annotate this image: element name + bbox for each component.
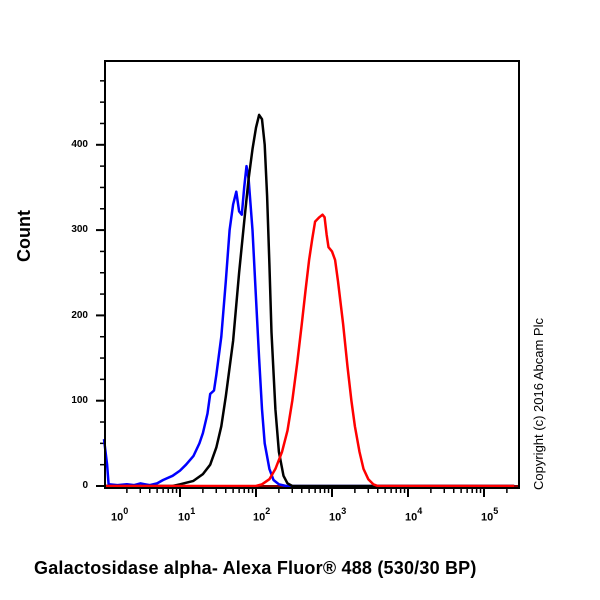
y-tick-label-100: 100 xyxy=(71,395,88,406)
y-tick-label-0: 0 xyxy=(82,480,88,491)
x-tick-exponent: 2 xyxy=(265,506,271,516)
blue-histogram-curve xyxy=(102,164,515,488)
x-tick-base: 10 xyxy=(111,511,124,524)
x-tick-base: 10 xyxy=(178,511,191,524)
histogram-curves xyxy=(102,113,519,488)
y-tick-label-300: 300 xyxy=(71,224,88,235)
x-tick-label-1e3: 103 xyxy=(329,506,347,524)
black-histogram-curve xyxy=(104,113,515,488)
x-tick-exponent: 4 xyxy=(417,506,423,516)
x-tick-label-1e2: 102 xyxy=(253,506,271,524)
x-tick-exponent: 5 xyxy=(493,506,499,516)
y-axis-label: Count xyxy=(14,210,34,262)
y-tick-label-400: 400 xyxy=(71,139,88,150)
red-histogram-curve xyxy=(104,213,515,488)
x-tick-base: 10 xyxy=(329,511,342,524)
x-tick-label-1e0: 100 xyxy=(111,506,129,524)
y-tick-label-200: 200 xyxy=(71,310,88,321)
x-tick-base: 10 xyxy=(481,511,494,524)
x-tick-label-1e5: 105 xyxy=(481,506,499,524)
x-tick-base: 10 xyxy=(253,511,266,524)
x-axis-label: Galactosidase alpha- Alexa Fluor® 488 (5… xyxy=(34,558,477,578)
plot-axes xyxy=(96,80,508,497)
x-tick-exponent: 0 xyxy=(123,506,129,516)
copyright-notice: Copyright (c) 2016 Abcam Plc xyxy=(531,318,546,490)
x-tick-exponent: 1 xyxy=(190,506,196,516)
x-tick-exponent: 3 xyxy=(341,506,347,516)
x-tick-base: 10 xyxy=(405,511,418,524)
x-tick-label-1e1: 101 xyxy=(178,506,196,524)
x-tick-label-1e4: 104 xyxy=(405,506,423,524)
plot-frame xyxy=(104,60,520,489)
